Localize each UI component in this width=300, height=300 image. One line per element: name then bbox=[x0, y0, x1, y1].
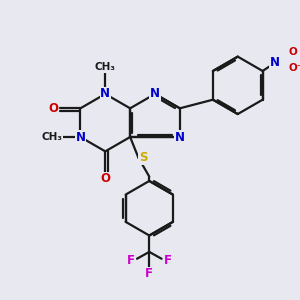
Text: N: N bbox=[100, 88, 110, 100]
Text: O: O bbox=[288, 47, 297, 57]
Text: N: N bbox=[75, 130, 85, 143]
Text: O: O bbox=[100, 172, 110, 185]
Text: S: S bbox=[139, 151, 148, 164]
Text: F: F bbox=[145, 267, 153, 280]
Text: CH₃: CH₃ bbox=[95, 62, 116, 72]
Text: N: N bbox=[270, 56, 280, 69]
Text: F: F bbox=[164, 254, 172, 267]
Text: O: O bbox=[48, 102, 58, 115]
Text: N: N bbox=[150, 88, 160, 100]
Text: CH₃: CH₃ bbox=[41, 132, 62, 142]
Text: O⁻: O⁻ bbox=[288, 63, 300, 73]
Text: N: N bbox=[175, 130, 185, 143]
Text: F: F bbox=[127, 254, 135, 267]
